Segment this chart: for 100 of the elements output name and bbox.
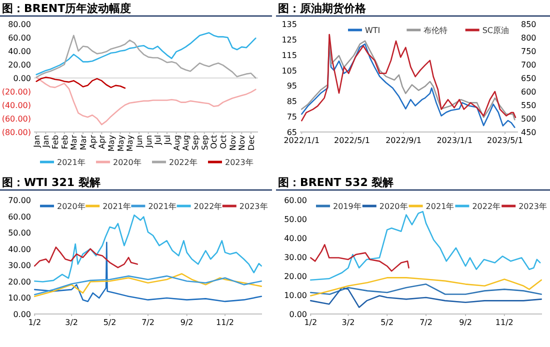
y-tick-label: (20.00) [2,88,31,96]
x-tick-label: 2022/9/1 [386,136,422,145]
y-tick-label: 70.00 [8,196,31,205]
legend-label: 2023年 [239,202,268,211]
legend-label: 2023年 [518,202,547,211]
x-tick-label: 9/2 [180,318,194,327]
y-tick-label: 105 [282,66,297,76]
x-tick-label: Feb [51,135,60,150]
y2-tick-label: 850 [521,20,536,29]
y-tick-label: 40.00 [284,234,307,243]
legend-label: 布伦特 [424,26,448,35]
y-tick-label: 20.00 [284,272,307,281]
y-tick-label: 50.00 [8,228,31,238]
y-tick-label: 0.00 [13,310,31,319]
legend-label: 2023年 [225,158,254,167]
x-tick-label: 2022/5/1 [334,136,370,145]
legend-label: 2020年 [113,158,142,167]
x-tick-label: Jun [144,135,154,148]
x-tick-label: Jul [163,135,172,146]
y-tick-label: 40.00 [8,244,31,254]
x-tick-label: May [107,134,116,152]
x-tick-label: 7/2 [420,318,432,327]
x-tick-label: 9/2 [459,318,472,327]
y2-tick-label: 650 [521,74,536,83]
title: 图：原油期货价格 [278,2,366,15]
y-tick-label: 60.00 [8,34,31,42]
x-tick-label: 2022/1/1 [284,136,320,145]
legend-label: 2022年 [194,202,222,211]
y2-tick-label: 700 [521,60,536,70]
y-tick-label: (60.00) [2,114,31,124]
x-tick-label: 7/2 [142,318,154,327]
x-tick-label: Dec [247,135,256,150]
x-tick-label: 5/2 [380,318,394,327]
y-tick-label: 10.00 [284,291,307,300]
x-tick-label: 3/2 [342,318,355,327]
x-tick-label: Apr [98,134,107,149]
x-tick-label: Nov [238,134,247,151]
x-tick-label: 2023/5/1 [487,136,523,145]
y-tick-label: 0.00 [13,74,31,83]
x-tick-label: 2023/1/1 [436,136,473,145]
x-tick-label: Aug [182,135,191,151]
y-tick-label: 65 [286,128,297,137]
x-tick-label: 11/2 [495,318,514,327]
y-tick-label: 20.00 [8,60,31,70]
x-tick-label: Apr [88,134,98,149]
y2-tick-label: 450 [521,128,536,137]
y-tick-label: 125 [282,35,297,44]
x-tick-label: Feb [60,135,70,150]
y-tick-label: 60.00 [284,196,307,205]
x-tick-label: May [126,134,135,152]
x-tick-label: Oct [210,135,219,149]
x-tick-label: 1/2 [28,318,42,327]
title: 图：BRENT 532 裂解 [278,176,394,189]
title: 图：BRENT历年波动幅度 [2,2,132,15]
y-tick-label: 95 [286,82,297,91]
y-tick-label: 20.00 [8,277,31,286]
y2-tick-label: 600 [521,88,536,96]
y2-tick-label: 800 [521,34,536,42]
x-tick-label: Jun [135,135,144,148]
y-tick-label: (80.00) [2,128,31,137]
y-tick-label: 30.00 [8,261,31,270]
legend-label: 2020年 [379,202,408,211]
x-tick-label: Jul [154,135,163,146]
y-tick-label: 60.00 [8,212,31,222]
y-tick-label: 115 [282,50,297,60]
legend-label: WTI [365,26,380,35]
y-tick-label: 80.00 [8,20,31,29]
x-tick-label: 1/2 [304,318,318,327]
legend-label: SC原油 [482,26,510,35]
x-tick-label: May [116,134,126,152]
y-tick-label: (40.00) [2,101,31,110]
y-tick-label: 75 [286,112,297,122]
legend-label: 2021年 [148,202,177,211]
legend-label: 2021年 [57,158,86,167]
x-tick-label: Mar [70,134,79,150]
x-tick-label: Sep [191,135,200,150]
legend-label: 2021年 [426,202,454,211]
x-tick-label: Sep [200,135,210,150]
y-tick-label: 30.00 [284,253,307,262]
y-tick-label: 50.00 [284,215,307,224]
x-tick-label: 3/2 [65,318,78,327]
y-tick-label: 85 [286,97,297,106]
y2-tick-label: 500 [521,114,536,124]
x-tick-label: Nov [228,134,238,151]
x-tick-label: 5/2 [103,318,116,327]
x-tick-label: Jan [32,135,42,148]
y-tick-label: 135 [282,20,297,29]
y-tick-label: 0.00 [289,310,307,319]
legend-label: 2020年 [57,202,86,211]
y-tick-label: 10.00 [8,294,31,303]
x-tick-label: Oct [219,135,228,149]
x-tick-label: 11/2 [216,318,234,327]
legend-label: 2021年 [102,202,131,211]
title: 图：WTI 321 裂解 [2,176,100,189]
y-tick-label: 40.00 [8,47,31,56]
x-tick-label: Jan [42,135,51,148]
x-tick-label: Mar [79,134,88,150]
y2-tick-label: 550 [521,101,536,110]
legend-label: 2019年 [333,202,362,211]
legend-label: 2022年 [169,158,198,167]
